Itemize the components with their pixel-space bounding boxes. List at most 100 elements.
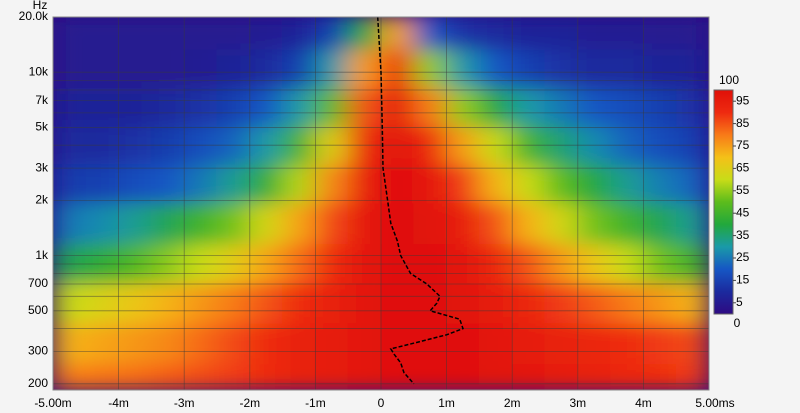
heat-cell [314,48,349,88]
heat-cell [544,48,579,88]
heat-cell [85,17,120,50]
heat-cell [511,243,546,284]
heat-cell [675,86,709,127]
heat-cell [413,163,448,204]
heat-cell [478,282,513,324]
heat-cell [150,363,185,390]
heat-cell [380,17,415,50]
heat-cell [118,48,152,88]
colorbar-label: 100 [719,73,739,87]
heat-cell [85,48,120,88]
heat-cell [314,322,349,365]
heat-cell [675,48,709,88]
heat-cell [675,282,709,324]
heat-cell [675,202,709,245]
heat-cell [150,282,185,324]
x-tick-label: -2m [239,396,260,410]
heat-cell [675,322,709,365]
heat-cell [53,282,87,324]
heat-cell [577,17,612,50]
heat-cell [380,163,415,204]
heat-cell [314,86,349,127]
heat-cell [85,363,120,390]
heat-cell [642,202,677,245]
colorbar-label: 75 [736,138,750,152]
heatmap-cells [53,17,709,390]
colorbar-label: 95 [736,93,750,107]
heat-cell [282,48,316,88]
heat-cell [183,17,218,50]
heat-cell [216,243,251,284]
heat-cell [577,282,612,324]
heat-cell [85,86,120,127]
y-tick-label: 3k [35,160,49,174]
heat-cell [282,243,316,284]
heat-cell [544,322,579,365]
heat-cell [413,363,448,390]
heat-cell [85,163,120,204]
heat-cell [478,243,513,284]
heat-cell [511,17,546,50]
heat-cell [347,202,382,245]
heat-cell [216,48,251,88]
y-tick-label: 1k [35,248,49,262]
colorbar-label: 85 [736,116,750,130]
heat-cell [642,163,677,204]
heat-cell [282,17,316,50]
heat-cell [478,86,513,127]
heat-cell [577,363,612,390]
heat-cell [282,322,316,365]
heat-cell [150,48,185,88]
heat-cell [216,363,251,390]
heat-cell [347,243,382,284]
x-tick-label: 2m [504,396,521,410]
heat-cell [610,282,644,324]
heat-cell [675,243,709,284]
colorbar-label: 15 [736,273,750,287]
heat-cell [216,282,251,324]
colorbar-label: 5 [736,295,743,309]
heat-cell [380,202,415,245]
heat-cell [150,202,185,245]
heat-cell [577,48,612,88]
heat-cell [478,363,513,390]
heat-cell [413,17,448,50]
heat-cell [347,282,382,324]
heat-cell [347,48,382,88]
y-tick-label: 10k [29,64,49,78]
heat-cell [85,243,120,284]
heat-cell [249,17,284,50]
heat-cell [118,363,152,390]
heat-cell [150,86,185,127]
heat-cell [249,86,284,127]
heat-cell [413,243,448,284]
heat-cell [347,86,382,127]
heat-cell [610,17,644,50]
y-tick-label: 200 [28,376,48,390]
heat-cell [610,322,644,365]
heat-cell [53,363,87,390]
heat-cell [511,202,546,245]
heat-cell [446,48,480,88]
heat-cell [183,243,218,284]
heat-cell [118,282,152,324]
heat-cell [642,282,677,324]
heat-cell [183,86,218,127]
x-tick-label: 4m [635,396,652,410]
x-tick-label: -3m [174,396,195,410]
heat-cell [413,202,448,245]
x-tick-label: -5.00m [34,396,71,410]
x-tick-label: -1m [305,396,326,410]
colorbar-label: 35 [736,228,750,242]
heat-cell [53,163,87,204]
heat-cell [511,282,546,324]
heat-cell [282,363,316,390]
heat-cell [216,202,251,245]
heat-cell [577,243,612,284]
heat-cell [118,243,152,284]
heat-cell [380,86,415,127]
colorbar [713,89,734,315]
heat-cell [544,243,579,284]
heat-cell [642,48,677,88]
